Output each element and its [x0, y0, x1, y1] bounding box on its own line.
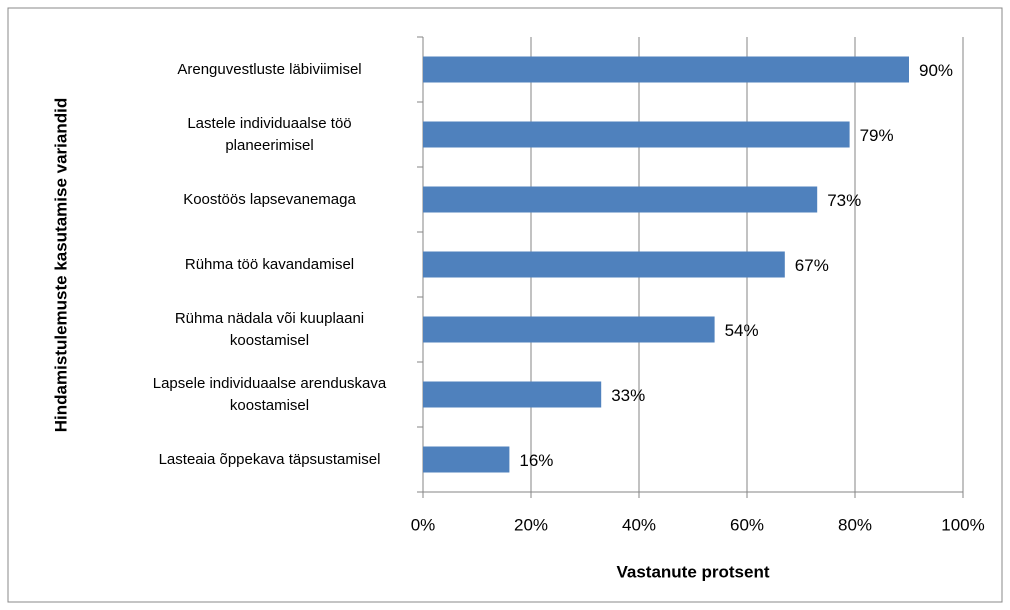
bar	[423, 56, 909, 83]
value-label: 54%	[725, 321, 759, 340]
y-tick-label: Arenguvestluste läbiviimisel	[177, 60, 362, 78]
x-tick-label: 40%	[622, 515, 656, 534]
value-label: 67%	[795, 256, 829, 275]
y-tick-label: Koostöös lapsevanemaga	[183, 190, 356, 208]
value-label: 16%	[519, 451, 553, 470]
x-axis-label: Vastanute protsent	[616, 562, 769, 581]
x-tick-label: 20%	[514, 515, 548, 534]
y-tick-label: Lasteaia õppekava täpsustamisel	[158, 450, 381, 468]
y-tick-label: Rühma töö kavandamisel	[184, 255, 355, 273]
x-tick-label: 0%	[411, 515, 436, 534]
chart-border	[7, 7, 1003, 603]
bar	[423, 121, 850, 148]
bar	[423, 316, 715, 343]
bar	[423, 446, 510, 473]
value-label: 90%	[919, 61, 953, 80]
y-axis-label: Hindamistulemuste kasutamise variandid	[51, 98, 70, 432]
y-tick-label: Rühma nädala või kuuplaani koostamisel	[174, 309, 365, 349]
x-tick-label: 100%	[941, 515, 984, 534]
x-tick-label: 80%	[838, 515, 872, 534]
value-label: 79%	[860, 126, 894, 145]
value-label: 73%	[827, 191, 861, 210]
y-tick-label: Lapsele individuaalse arenduskava koosta…	[152, 374, 387, 414]
bar	[423, 381, 602, 408]
bar	[423, 186, 818, 213]
bar	[423, 251, 785, 278]
x-tick-label: 60%	[730, 515, 764, 534]
value-label: 33%	[611, 386, 645, 405]
y-tick-label: Lastele individuaalse töö planeerimisel	[187, 114, 352, 154]
